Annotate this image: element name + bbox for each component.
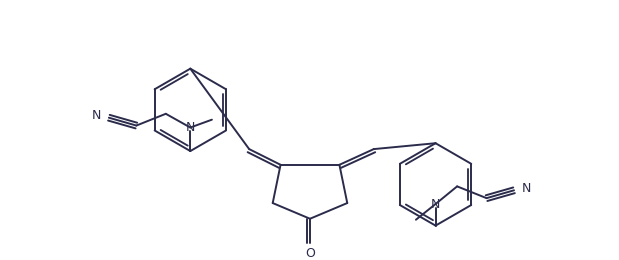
Text: N: N — [431, 198, 440, 211]
Text: N: N — [186, 121, 195, 134]
Text: N: N — [92, 109, 101, 122]
Text: O: O — [305, 246, 315, 259]
Text: N: N — [522, 182, 531, 195]
